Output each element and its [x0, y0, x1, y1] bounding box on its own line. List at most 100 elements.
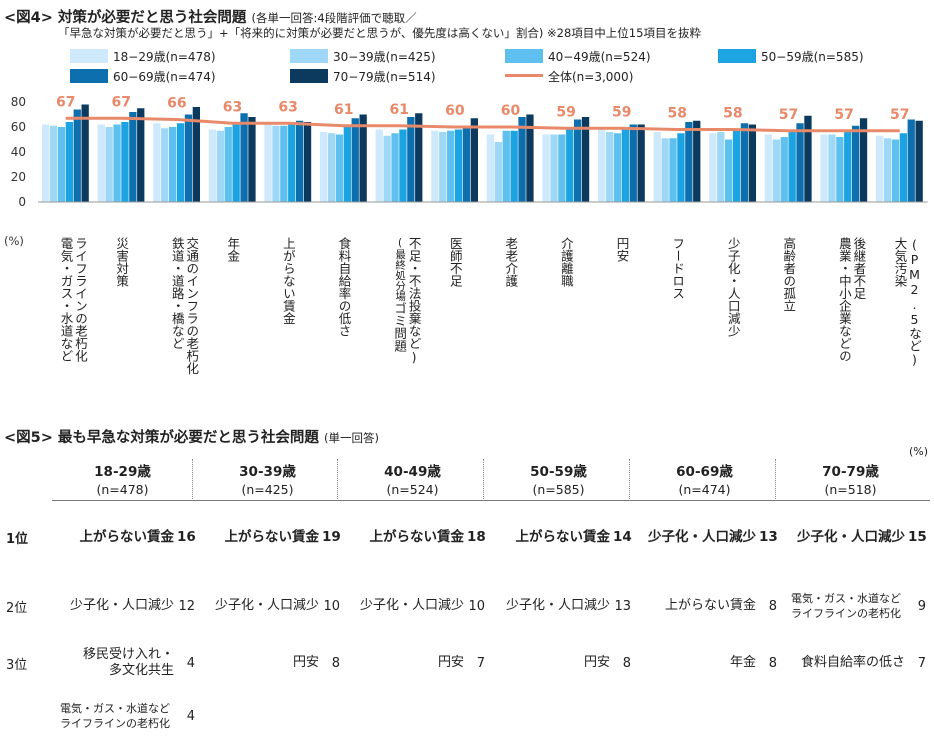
bar	[447, 130, 455, 202]
data-label: 57	[834, 107, 853, 123]
issue-name: 少子化・人口減少	[214, 598, 319, 613]
issue-value: 8	[622, 655, 631, 671]
bar	[224, 127, 232, 202]
data-label: 60	[501, 103, 521, 119]
bar	[859, 118, 868, 202]
bar	[510, 130, 518, 202]
x-tick-label: 高齢者の孤立	[781, 237, 797, 312]
x-tick-label: 災害対策	[114, 237, 130, 287]
bar	[550, 134, 558, 202]
fig4-title: <図4> 対策が必要だと思う社会問題 (各単一回答:4段階評価で聴取／	[4, 10, 417, 26]
issue-name: 少子化・人口減少	[69, 598, 174, 613]
table-cell: 上がらない賃金 8	[632, 584, 777, 628]
x-tick-label: 農業・中小企業などの 後継者不足	[836, 237, 867, 362]
bar	[192, 107, 200, 202]
bar	[677, 133, 685, 202]
issue-value: 18	[467, 529, 486, 545]
bar	[264, 124, 272, 202]
bar	[248, 117, 256, 202]
issue-name: 上がらない賃金	[664, 598, 756, 613]
data-label: 63	[278, 99, 297, 115]
table-cell: 移民受け入れ・多文化共生 4	[50, 641, 195, 685]
bar	[780, 137, 788, 202]
bar	[613, 133, 622, 202]
issue-name: 上がらない賃金	[79, 529, 175, 545]
x-tick-label: 食料自給率の低さ	[336, 237, 352, 337]
legend-label: 40−49歳(n=524)	[548, 50, 651, 64]
table-cell: 少子化・人口減少 13	[486, 584, 631, 628]
table-cell: 少子化・人口減少 15	[778, 523, 927, 551]
rank-label: 3位	[6, 658, 28, 673]
bar	[81, 104, 89, 202]
x-tick-label: 年金	[225, 237, 241, 262]
bar	[296, 120, 304, 202]
issue-name: 移民受け入れ・多文化共生	[82, 647, 174, 678]
bar	[661, 138, 669, 202]
bar	[161, 128, 169, 202]
data-label: 66	[167, 96, 186, 112]
bar	[740, 123, 749, 202]
bar	[844, 129, 852, 202]
issue-name: 円安	[292, 655, 319, 670]
bar	[327, 133, 336, 202]
bar-chart: 0 20 40 60 80 (%) 67 67 66 63 63 61 61 60 60 59 59 58 58 57…	[4, 94, 928, 248]
bar	[73, 109, 81, 202]
bar	[415, 113, 423, 202]
issue-value: 15	[908, 529, 927, 545]
issue-value: 10	[468, 598, 485, 614]
bar	[232, 124, 240, 202]
y-tick-label: 40	[11, 145, 26, 159]
sample-size: (n=478)	[96, 482, 149, 497]
bar	[621, 129, 629, 202]
column-divider	[483, 459, 484, 501]
age-group: 60-69歳	[676, 464, 733, 480]
sample-size: (n=524)	[386, 482, 439, 497]
bar	[899, 133, 907, 202]
bar	[105, 127, 113, 202]
x-tick-label: 少子化・人口減少	[725, 237, 741, 337]
bar	[566, 129, 574, 202]
issue-value: 8	[768, 655, 777, 671]
column-header: 70-79歳 (n=518)	[778, 464, 923, 498]
table-cell: 上がらない賃金 14	[486, 523, 632, 551]
sample-size: (n=518)	[824, 482, 877, 497]
legend-item: 60−69歳(n=474)	[70, 68, 216, 86]
y-tick-label: 20	[11, 170, 26, 184]
bar	[788, 132, 796, 202]
bar	[462, 125, 471, 202]
issue-value: 13	[759, 529, 778, 545]
issue-value: 19	[322, 529, 341, 545]
bar	[748, 124, 756, 202]
bar	[852, 125, 860, 202]
issue-value: 9	[917, 598, 926, 614]
x-tick-label: 円安	[614, 237, 630, 262]
bar	[502, 130, 510, 202]
bar	[359, 114, 367, 202]
bar	[883, 138, 892, 202]
bar	[486, 134, 495, 202]
bar	[176, 123, 185, 202]
bar	[454, 129, 463, 202]
x-tick-label: 鉄道・道路・橋など 交通のインフラの老朽化	[169, 237, 200, 375]
bar	[605, 132, 614, 202]
data-label: 67	[56, 94, 75, 110]
bar	[351, 118, 359, 202]
age-group: 18-29歳	[94, 464, 151, 480]
bar	[709, 133, 717, 202]
bar	[121, 122, 129, 202]
bar	[732, 130, 741, 202]
bar	[717, 132, 725, 202]
issue-value: 4	[186, 655, 195, 671]
table-cell: 円安 8	[195, 641, 340, 685]
bar	[685, 122, 693, 202]
bar	[891, 139, 900, 202]
bar	[288, 123, 296, 202]
sample-size: (n=585)	[532, 482, 585, 497]
data-label: 67	[112, 94, 131, 110]
legend-item: 30−39歳(n=425)	[290, 48, 436, 66]
issue-name: 少子化・人口減少	[648, 529, 756, 545]
bar	[915, 120, 923, 202]
issue-name: 上がらない賃金	[515, 529, 611, 545]
fig5-title: <図5> 最も早急な対策が必要だと思う社会問題 (単一回答)	[4, 430, 379, 446]
issue-value: 13	[614, 598, 631, 614]
